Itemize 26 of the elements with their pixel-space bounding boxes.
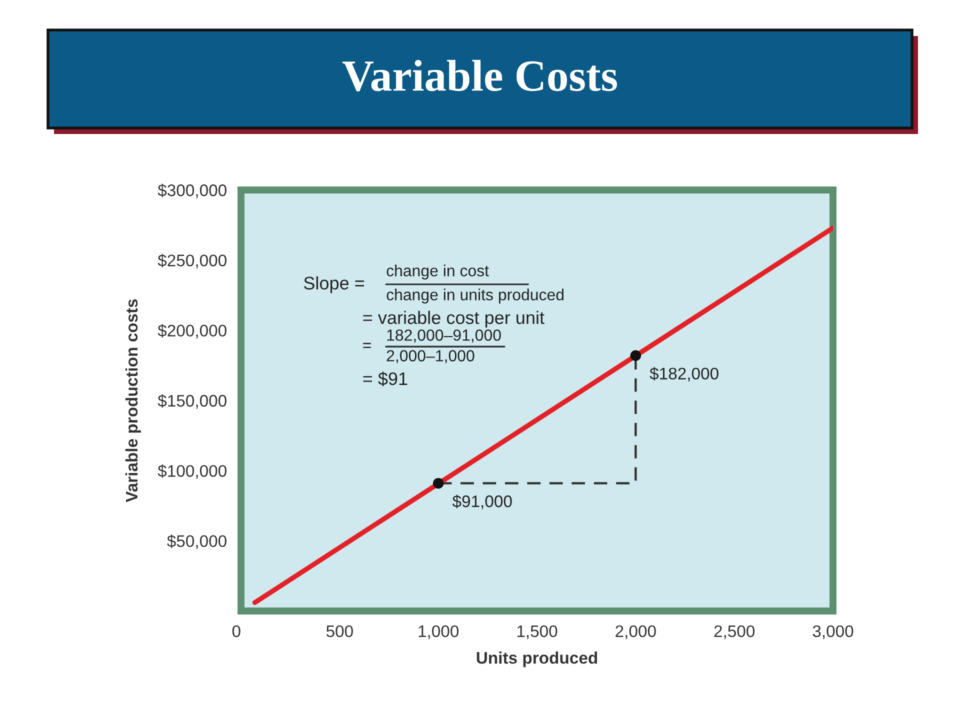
- annotation: $182,000: [650, 367, 718, 382]
- y-tick-label: $250,000: [158, 254, 226, 268]
- annotation: = variable cost per unit: [363, 310, 544, 328]
- x-tick-label: 1,500: [517, 625, 558, 640]
- y-tick-label: $150,000: [158, 394, 226, 409]
- annotation: Slope =: [304, 276, 364, 294]
- annotation: =: [363, 342, 371, 348]
- x-tick-label: 1,000: [418, 625, 459, 640]
- annotation: change in units produced: [386, 288, 564, 304]
- y-tick-label: $50,000: [167, 534, 226, 550]
- x-tick-label: 2,500: [714, 625, 755, 640]
- y-tick-label: $300,000: [158, 184, 226, 198]
- annotation: $91,000: [452, 494, 512, 510]
- chart-title: Variable Costs: [342, 60, 617, 92]
- x-tick-label: 2,000: [616, 625, 656, 640]
- x-tick-label: 500: [326, 625, 353, 638]
- annotation: 2,000–1,000: [386, 350, 474, 364]
- y-tick-label: $100,000: [158, 464, 226, 479]
- y-axis-title: Variable production costs: [125, 299, 141, 502]
- y-tick-label: $200,000: [158, 324, 226, 339]
- x-axis-title: Units produced: [476, 652, 598, 668]
- x-tick-label: 3,000: [812, 625, 854, 640]
- annotation: 182,000–91,000: [387, 329, 501, 343]
- annotation: = $91: [363, 372, 408, 386]
- x-tick-label: 0: [232, 625, 240, 638]
- annotation: change in cost: [386, 264, 489, 280]
